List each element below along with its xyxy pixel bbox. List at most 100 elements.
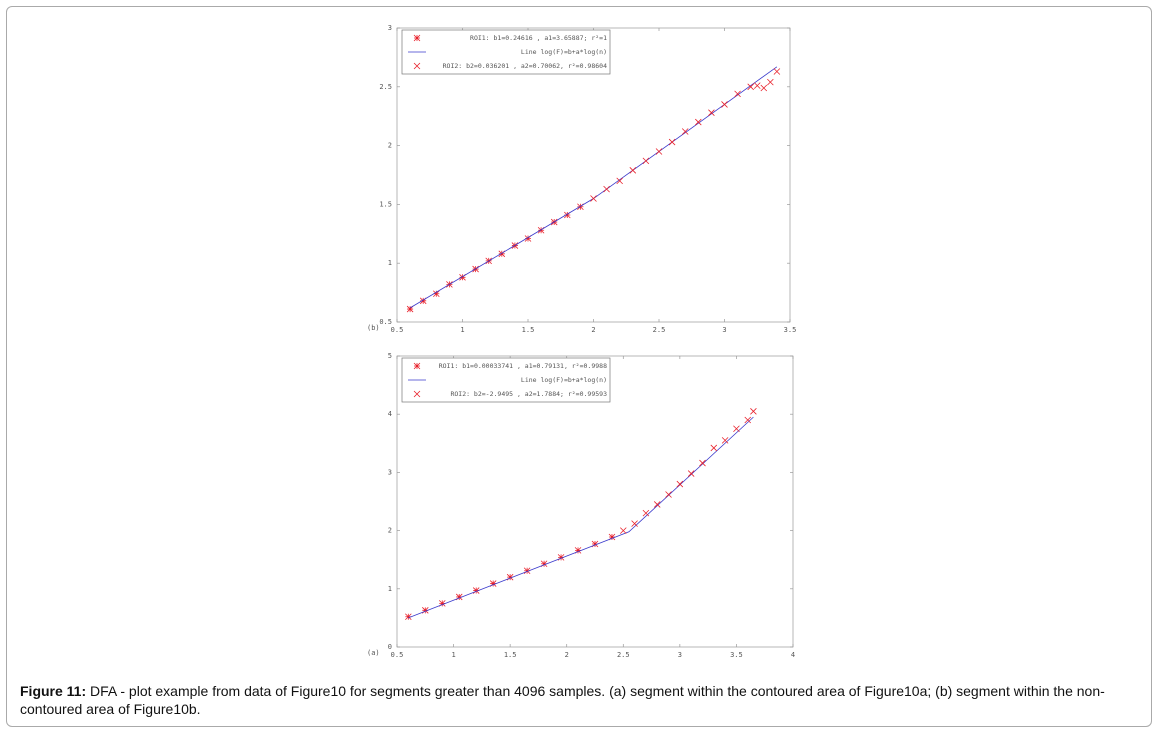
y-tick-label: 0 bbox=[388, 643, 392, 651]
data-point bbox=[438, 600, 446, 607]
x-tick-label: 2 bbox=[565, 651, 569, 659]
legend-label: ROI1: b1=0.00033741 , a1=0.79131, r²=0.9… bbox=[439, 362, 607, 370]
y-tick-label: 2 bbox=[388, 142, 392, 150]
x-tick-label: 0.5 bbox=[391, 651, 404, 659]
y-tick-label: 1 bbox=[388, 259, 392, 267]
y-tick-label: 1.5 bbox=[379, 200, 392, 208]
legend-box bbox=[401, 29, 611, 75]
panel-label: (b) bbox=[367, 324, 380, 332]
y-tick-label: 2.5 bbox=[379, 83, 392, 91]
data-point bbox=[699, 459, 706, 467]
legend-swatch bbox=[413, 390, 421, 398]
y-tick-label: 0.5 bbox=[379, 318, 392, 326]
caption-label: Figure 11: bbox=[20, 683, 87, 699]
fit-line bbox=[408, 416, 754, 619]
data-point bbox=[489, 580, 497, 587]
data-point bbox=[629, 167, 637, 174]
legend-swatch bbox=[413, 62, 421, 70]
data-point bbox=[655, 148, 663, 155]
panel-label: (a) bbox=[367, 649, 380, 657]
figure-frame bbox=[6, 6, 1152, 727]
data-point bbox=[524, 235, 532, 242]
data-point bbox=[540, 560, 548, 568]
data-point bbox=[537, 226, 545, 234]
y-tick-label: 3 bbox=[388, 468, 392, 476]
data-point bbox=[620, 527, 627, 534]
legend-label: ROI2: b2=0.036201 , a2=0.70062, r²=0.986… bbox=[443, 62, 607, 70]
data-point bbox=[721, 437, 729, 444]
legend-label: Line log(F)=b+a*log(n) bbox=[521, 48, 607, 56]
data-point bbox=[405, 613, 412, 621]
data-point bbox=[734, 90, 741, 98]
x-tick-label: 3.5 bbox=[784, 326, 797, 334]
fit-line bbox=[409, 66, 778, 309]
data-point bbox=[498, 250, 506, 258]
y-tick-label: 5 bbox=[388, 352, 392, 360]
data-point bbox=[608, 533, 616, 541]
data-point bbox=[753, 82, 761, 89]
data-point bbox=[747, 83, 754, 91]
x-tick-label: 2 bbox=[591, 326, 595, 334]
data-point bbox=[459, 274, 466, 281]
data-point bbox=[564, 211, 571, 219]
legend-label: ROI2: b2=-2.9495 , a2=1.7884; r²=0.99593 bbox=[450, 390, 607, 398]
data-point bbox=[760, 84, 768, 92]
x-tick-label: 2.5 bbox=[617, 651, 630, 659]
x-tick-label: 1 bbox=[451, 651, 455, 659]
caption: Figure 11: DFA - plot example from data … bbox=[20, 682, 1145, 718]
x-tick-label: 0.5 bbox=[391, 326, 404, 334]
data-point bbox=[687, 470, 695, 477]
data-point bbox=[422, 607, 429, 614]
data-point bbox=[721, 101, 728, 108]
x-tick-label: 4 bbox=[791, 651, 795, 659]
data-point bbox=[767, 78, 774, 86]
x-tick-label: 1 bbox=[460, 326, 464, 334]
data-point bbox=[506, 573, 514, 581]
legend-label: ROI1: b1=0.24616 , a1=3.65887; r²=1 bbox=[470, 34, 607, 42]
y-tick-label: 1 bbox=[388, 585, 392, 593]
legend-swatch bbox=[413, 362, 421, 370]
caption-text: DFA - plot example from data of Figure10… bbox=[20, 683, 1105, 717]
data-point bbox=[710, 444, 718, 452]
data-point bbox=[676, 480, 684, 488]
data-point bbox=[668, 138, 676, 146]
x-tick-label: 1.5 bbox=[522, 326, 535, 334]
data-point bbox=[523, 567, 531, 575]
legend-label: Line log(F)=b+a*log(n) bbox=[521, 376, 607, 384]
data-point bbox=[419, 297, 427, 305]
data-point bbox=[665, 491, 672, 498]
data-point bbox=[433, 290, 440, 298]
data-point bbox=[472, 587, 480, 594]
data-point bbox=[590, 195, 597, 202]
y-tick-label: 2 bbox=[388, 527, 392, 535]
x-tick-label: 3 bbox=[722, 326, 726, 334]
data-point bbox=[455, 593, 463, 601]
data-point bbox=[681, 128, 689, 135]
y-tick-label: 4 bbox=[388, 410, 392, 418]
x-tick-label: 2.5 bbox=[653, 326, 666, 334]
data-point bbox=[603, 185, 610, 193]
data-point bbox=[695, 118, 702, 126]
data-point bbox=[642, 509, 650, 517]
data-point bbox=[557, 554, 565, 561]
data-point bbox=[708, 109, 715, 116]
data-point bbox=[574, 547, 582, 554]
x-tick-label: 1.5 bbox=[504, 651, 517, 659]
data-point bbox=[773, 68, 781, 75]
data-point bbox=[642, 157, 650, 165]
plot-area bbox=[396, 355, 794, 648]
data-point bbox=[631, 520, 638, 527]
data-point bbox=[616, 177, 623, 185]
x-tick-label: 3.5 bbox=[730, 651, 743, 659]
legend-box bbox=[401, 357, 611, 403]
data-point bbox=[750, 408, 757, 415]
data-point bbox=[653, 501, 661, 508]
data-point bbox=[406, 305, 414, 313]
data-point bbox=[733, 425, 740, 433]
legend-swatch bbox=[413, 34, 421, 42]
data-point bbox=[591, 540, 599, 548]
data-point bbox=[744, 416, 752, 424]
y-tick-label: 3 bbox=[388, 24, 392, 32]
